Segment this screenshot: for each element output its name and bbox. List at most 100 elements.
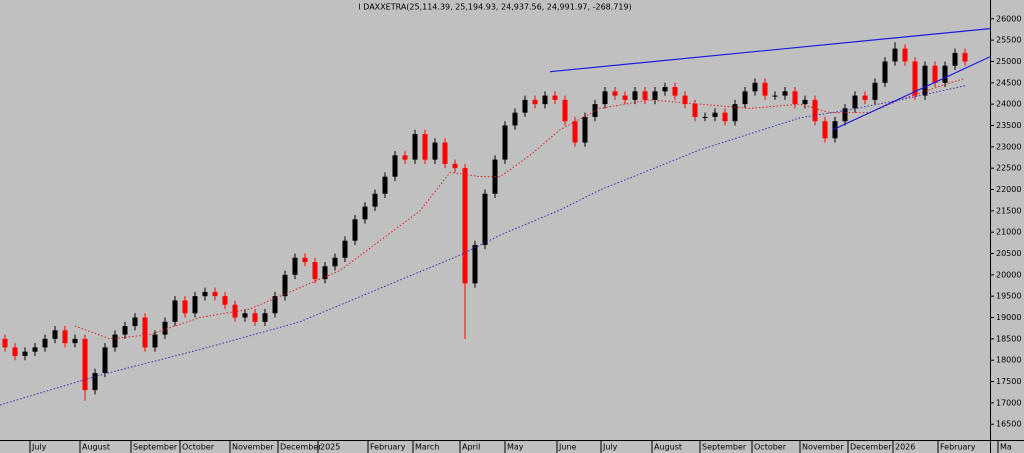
candle-body: [692, 104, 698, 117]
candle-body: [132, 317, 138, 327]
candle-body: [672, 87, 678, 96]
candle-body: [212, 291, 218, 297]
y-tick-label: 21500: [996, 206, 1021, 215]
y-tick-label: 19500: [996, 292, 1021, 301]
candle-body: [472, 244, 478, 284]
moving-average: [74, 78, 966, 340]
x-tick-label: November: [232, 443, 274, 452]
candle-body: [12, 347, 18, 356]
x-tick-label: November: [802, 443, 844, 452]
candle-body: [642, 91, 648, 100]
candle-body: [512, 112, 518, 126]
candle-body: [812, 99, 818, 122]
candle-body: [412, 134, 418, 160]
candle-body: [722, 112, 728, 122]
x-tick-label: August: [654, 443, 682, 452]
candle-body: [732, 104, 738, 122]
y-tick-label: 23500: [996, 121, 1021, 130]
candle-body: [772, 95, 778, 97]
candle-body: [872, 82, 878, 100]
candle-body: [662, 87, 668, 92]
candle-body: [702, 116, 708, 118]
candle-body: [92, 372, 98, 391]
candle-body: [192, 296, 198, 314]
candle-body: [222, 296, 228, 305]
x-tick-label: May: [507, 443, 524, 452]
x-tick-label: August: [82, 443, 110, 452]
candle-body: [932, 65, 938, 83]
candle-body: [72, 338, 78, 344]
candle-body: [712, 112, 718, 117]
x-tick-label: February: [370, 443, 406, 452]
candle-body: [802, 99, 808, 105]
candle-body: [262, 313, 268, 322]
candle-body: [822, 121, 828, 139]
x-tick-label: July: [31, 443, 47, 452]
candle-body: [312, 262, 318, 280]
candle-body: [682, 95, 688, 105]
chart-title: I DAXXETRA(25,114.39, 25,194.93, 24,937.…: [358, 3, 631, 12]
candle-body: [52, 330, 58, 339]
candle-body: [432, 142, 438, 160]
candle-body: [952, 52, 958, 66]
trend-line: [549, 27, 991, 73]
candle-body: [482, 193, 488, 245]
y-tick-label: 26000: [996, 14, 1021, 23]
candle-body: [462, 168, 468, 284]
y-tick-label: 16500: [996, 420, 1021, 429]
candle-body: [42, 338, 48, 348]
candle-body: [392, 155, 398, 177]
candle-body: [862, 95, 868, 100]
candle-body: [612, 91, 618, 96]
candle-body: [272, 296, 278, 314]
candle-body: [292, 257, 298, 275]
candle-body: [562, 99, 568, 122]
y-tick-label: 20500: [996, 249, 1021, 258]
candle-body: [782, 91, 788, 96]
x-tick-label: March: [415, 443, 439, 452]
candle-body: [962, 52, 968, 62]
candle-body: [442, 142, 448, 164]
candle-body: [22, 351, 28, 356]
candle-body: [892, 48, 898, 62]
candle-body: [252, 313, 258, 322]
candle-body: [122, 326, 128, 335]
y-tick-label: 23000: [996, 142, 1021, 151]
x-tick-label: 2026: [895, 443, 915, 452]
x-tick-label: April: [462, 443, 480, 452]
candle-body: [282, 274, 288, 297]
candle-body: [62, 330, 68, 344]
y-tick-label: 25000: [996, 57, 1021, 66]
x-tick-label: February: [940, 443, 976, 452]
candle-body: [942, 65, 948, 83]
candle-body: [102, 347, 108, 373]
y-tick-label: 25500: [996, 36, 1021, 45]
x-tick-label: October: [182, 443, 215, 452]
candle-body: [592, 104, 598, 117]
y-tick-label: 22500: [996, 164, 1021, 173]
candle-body: [332, 257, 338, 267]
candle-body: [372, 193, 378, 207]
candle-body: [852, 95, 858, 109]
candle-body: [82, 338, 88, 391]
candle-body: [602, 91, 608, 105]
y-tick-label: 22000: [996, 185, 1021, 194]
y-tick-label: 24500: [996, 78, 1021, 87]
candle-body: [902, 48, 908, 62]
x-tick-label: June: [558, 443, 577, 452]
candle-body: [242, 313, 248, 318]
x-tick-label: December: [850, 443, 892, 452]
y-tick-label: 21000: [996, 228, 1021, 237]
candle-body: [842, 108, 848, 122]
candle-body: [172, 300, 178, 322]
candle-body: [622, 95, 628, 100]
y-tick-label: 19000: [996, 313, 1021, 322]
candle-body: [632, 91, 638, 100]
candle-body: [422, 134, 428, 160]
candle-body: [752, 82, 758, 92]
y-tick-label: 18000: [996, 356, 1021, 365]
candle-body: [322, 266, 328, 280]
